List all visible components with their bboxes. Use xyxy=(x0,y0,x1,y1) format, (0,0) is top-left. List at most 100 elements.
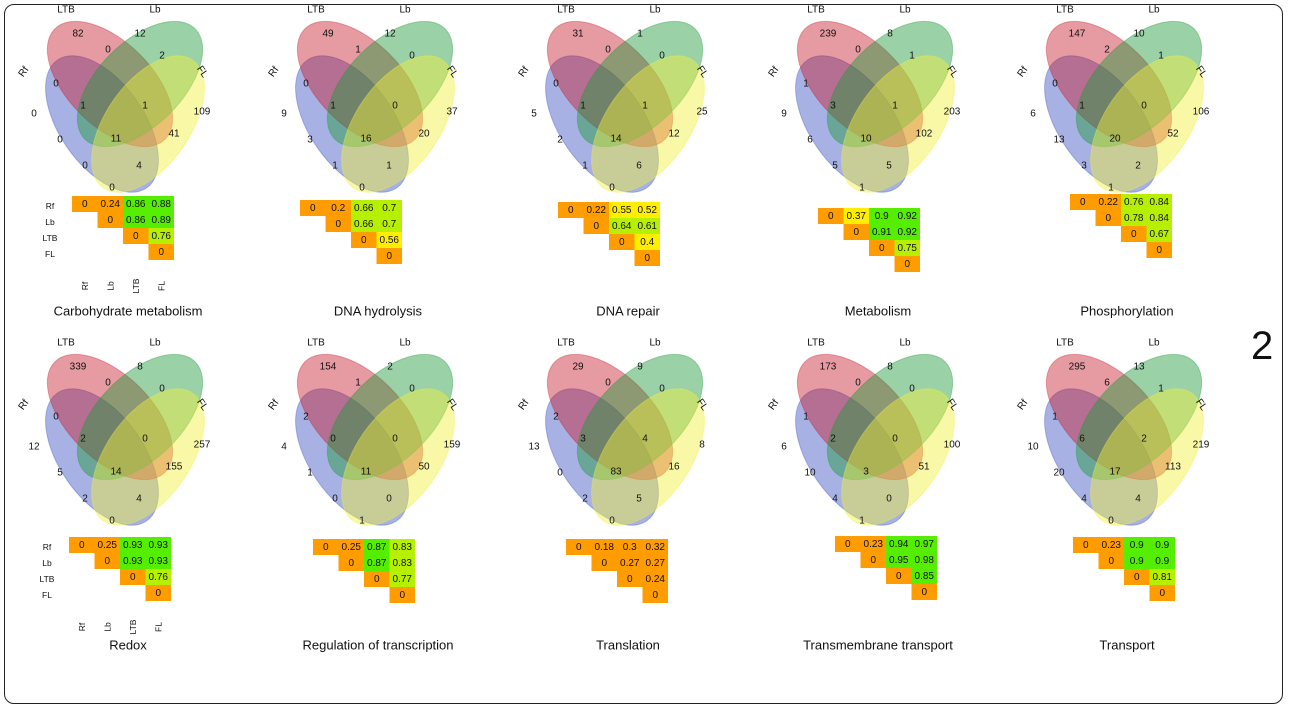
matrix-cell-value: 0 xyxy=(896,571,902,582)
venn-set-fl xyxy=(591,55,705,193)
matrix-cell xyxy=(97,212,123,228)
matrix-cell-value: 0.9 xyxy=(1130,540,1144,551)
matrix-cell-value: 0.92 xyxy=(898,227,918,238)
similarity-matrix: 0 0.25 0.87 0.83 0 0.87 0.83 0 0.77 0 xyxy=(313,539,415,603)
matrix-cell-value: 0 xyxy=(107,215,113,226)
matrix-cell xyxy=(886,536,912,552)
venn-region-count: 0 xyxy=(1052,79,1058,90)
venn-set-label: Rf xyxy=(767,398,782,413)
venn-set-lb xyxy=(826,353,954,481)
matrix-cell xyxy=(894,256,920,272)
matrix-cell xyxy=(148,196,174,212)
matrix-cell xyxy=(94,537,120,553)
venn-region-count: 1 xyxy=(330,101,336,112)
venn-set-label: Lb xyxy=(649,5,661,16)
matrix-row-label: LTB xyxy=(40,574,55,584)
venn-region-count: 0 xyxy=(855,378,861,389)
matrix-cell-value: 0 xyxy=(1080,197,1086,208)
matrix-cell xyxy=(609,202,635,218)
venn-set-lb xyxy=(76,353,204,481)
matrix-cell xyxy=(894,224,920,240)
venn-region-count: 0 xyxy=(609,516,615,527)
venn-region-count: 12 xyxy=(134,29,146,40)
matrix-cell-value: 0 xyxy=(627,574,633,585)
similarity-matrix: 0 0.37 0.9 0.92 0 0.91 0.92 0 0.75 0 xyxy=(818,208,920,272)
venn-region-count: 0 xyxy=(57,135,63,146)
matrix-cell-value: 0.66 xyxy=(354,219,374,230)
matrix-cell xyxy=(1121,210,1147,226)
matrix-cell xyxy=(609,234,635,250)
matrix-cell xyxy=(860,552,886,568)
venn-region-count: 1 xyxy=(355,378,361,389)
venn-set-label: Rf xyxy=(17,398,32,413)
matrix-cell xyxy=(911,552,937,568)
matrix-cell-value: 0.89 xyxy=(152,215,172,226)
matrix-cell-value: 0.78 xyxy=(1124,213,1144,224)
panel-title: Translation xyxy=(596,638,660,653)
venn-region-count: 1 xyxy=(582,161,588,172)
matrix-cell-value: 0 xyxy=(374,574,380,585)
venn-set-rf xyxy=(545,388,659,526)
venn-region-count: 159 xyxy=(444,440,461,451)
venn-set-lb xyxy=(576,20,704,148)
venn-region-count: 3 xyxy=(307,135,313,146)
venn-region-count: 8 xyxy=(887,362,893,373)
matrix-cell-value: 0 xyxy=(130,572,136,583)
similarity-matrix: 0 0.25 0.93 0.93 0 0.93 0.93 0 0.76 0 Rf Rf Lb Lb LTB L… xyxy=(40,537,171,634)
venn-region-count: 295 xyxy=(1069,362,1086,373)
venn-region-count: 0 xyxy=(109,516,115,527)
matrix-cell xyxy=(389,587,415,603)
venn-region-count: 4 xyxy=(832,494,838,505)
venn-region-count: 4 xyxy=(136,494,142,505)
venn-region-count: 1 xyxy=(359,516,365,527)
venn-region-count: 1 xyxy=(386,161,392,172)
venn-region-count: 3 xyxy=(863,467,869,478)
matrix-cell-value: 0.55 xyxy=(612,205,632,216)
venn-region-count: 106 xyxy=(1193,107,1210,118)
matrix-cell xyxy=(1095,210,1121,226)
venn-region-count: 12 xyxy=(668,129,680,140)
matrix-cell xyxy=(351,216,377,232)
venn-set-label: LTB xyxy=(57,5,75,16)
matrix-cell-value: 0.87 xyxy=(367,542,387,553)
venn-region-count: 100 xyxy=(944,440,961,451)
venn-set-fl xyxy=(841,55,955,193)
venn-region-count: 339 xyxy=(70,362,87,373)
matrix-cell xyxy=(894,240,920,256)
matrix-cell-value: 0.61 xyxy=(638,221,658,232)
matrix-cell xyxy=(911,536,937,552)
venn-set-fl xyxy=(91,55,205,193)
matrix-cell-value: 0.32 xyxy=(646,542,666,553)
matrix-cell xyxy=(1121,226,1147,242)
matrix-cell-value: 0 xyxy=(399,590,405,601)
venn-region-count: 37 xyxy=(446,107,458,118)
matrix-cell xyxy=(376,200,402,216)
venn-set-label: Lb xyxy=(149,338,161,349)
matrix-cell xyxy=(843,224,869,240)
venn-set-lb xyxy=(326,20,454,148)
venn-region-count: 3 xyxy=(1081,161,1087,172)
venn-set-label: Lb xyxy=(399,338,411,349)
venn-region-count: 51 xyxy=(918,462,930,473)
matrix-cell-value: 0 xyxy=(644,253,650,264)
venn-region-count: 11 xyxy=(111,134,122,145)
matrix-cell-value: 0 xyxy=(323,542,329,553)
matrix-cell-value: 0.3 xyxy=(623,542,637,553)
venn-region-count: 10 xyxy=(1133,29,1145,40)
venn-region-count: 14 xyxy=(110,467,122,478)
matrix-cell xyxy=(634,234,660,250)
venn-region-count: 6 xyxy=(1030,109,1036,120)
venn-region-count: 1 xyxy=(1052,412,1058,423)
matrix-cell xyxy=(300,200,326,216)
venn-set-label: LTB xyxy=(807,338,825,349)
similarity-matrix: 0 0.23 0.94 0.97 0 0.95 0.98 0 0.85 0 xyxy=(835,536,937,600)
venn-region-count: 1 xyxy=(803,79,809,90)
matrix-cell xyxy=(325,216,351,232)
venn-set-lb xyxy=(76,20,204,148)
matrix-cell-value: 0.67 xyxy=(1150,229,1170,240)
panel-title: Carbohydrate metabolism xyxy=(54,304,203,319)
matrix-cell xyxy=(376,232,402,248)
